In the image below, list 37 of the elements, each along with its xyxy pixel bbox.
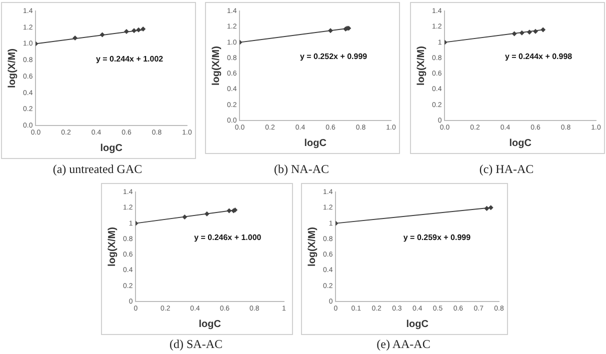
y-axis-title: log(X/M): [106, 227, 118, 267]
point: [140, 26, 146, 32]
point: [488, 205, 494, 210]
text: (d) SA-AC: [168, 337, 224, 352]
point: [132, 28, 136, 33]
point: [124, 29, 129, 34]
point: [204, 212, 210, 216]
point: [527, 30, 532, 34]
y-axis-title: log(X/M): [306, 227, 318, 267]
annotation: y = 0.252x + 0.999: [300, 52, 368, 62]
point: [328, 28, 333, 33]
point: [484, 206, 490, 211]
y-axis-title: log(X/M): [416, 46, 427, 86]
text: (a) untreated GAC: [52, 162, 144, 177]
annotation: y = 0.244x + 0.998: [504, 52, 573, 62]
annotation: y = 0.246x + 1.000: [194, 233, 262, 242]
point: [182, 214, 187, 220]
y-axis-title: log(X/M): [210, 46, 222, 86]
text: (b) NA-AC: [273, 162, 330, 177]
text: (e) AA-AC: [376, 337, 432, 352]
x-axis-title: logC: [406, 318, 428, 330]
annotation: y = 0.244x + 1.002: [96, 54, 164, 64]
x-axis-title: logC: [198, 318, 221, 330]
point: [226, 208, 232, 214]
point: [520, 30, 524, 36]
y-axis-title: log(X/M): [6, 48, 18, 88]
point: [540, 27, 546, 32]
annotation: y = 0.259x + 0.999: [403, 233, 472, 242]
x-axis-title: logC: [100, 142, 122, 154]
x-axis-title: logC: [509, 138, 532, 149]
point: [512, 31, 517, 36]
point: [100, 32, 105, 38]
text: (c) HA-AC: [478, 162, 535, 177]
point: [72, 36, 78, 40]
point: [533, 29, 538, 34]
x-axis-title: logC: [304, 138, 326, 149]
point: [136, 28, 141, 32]
